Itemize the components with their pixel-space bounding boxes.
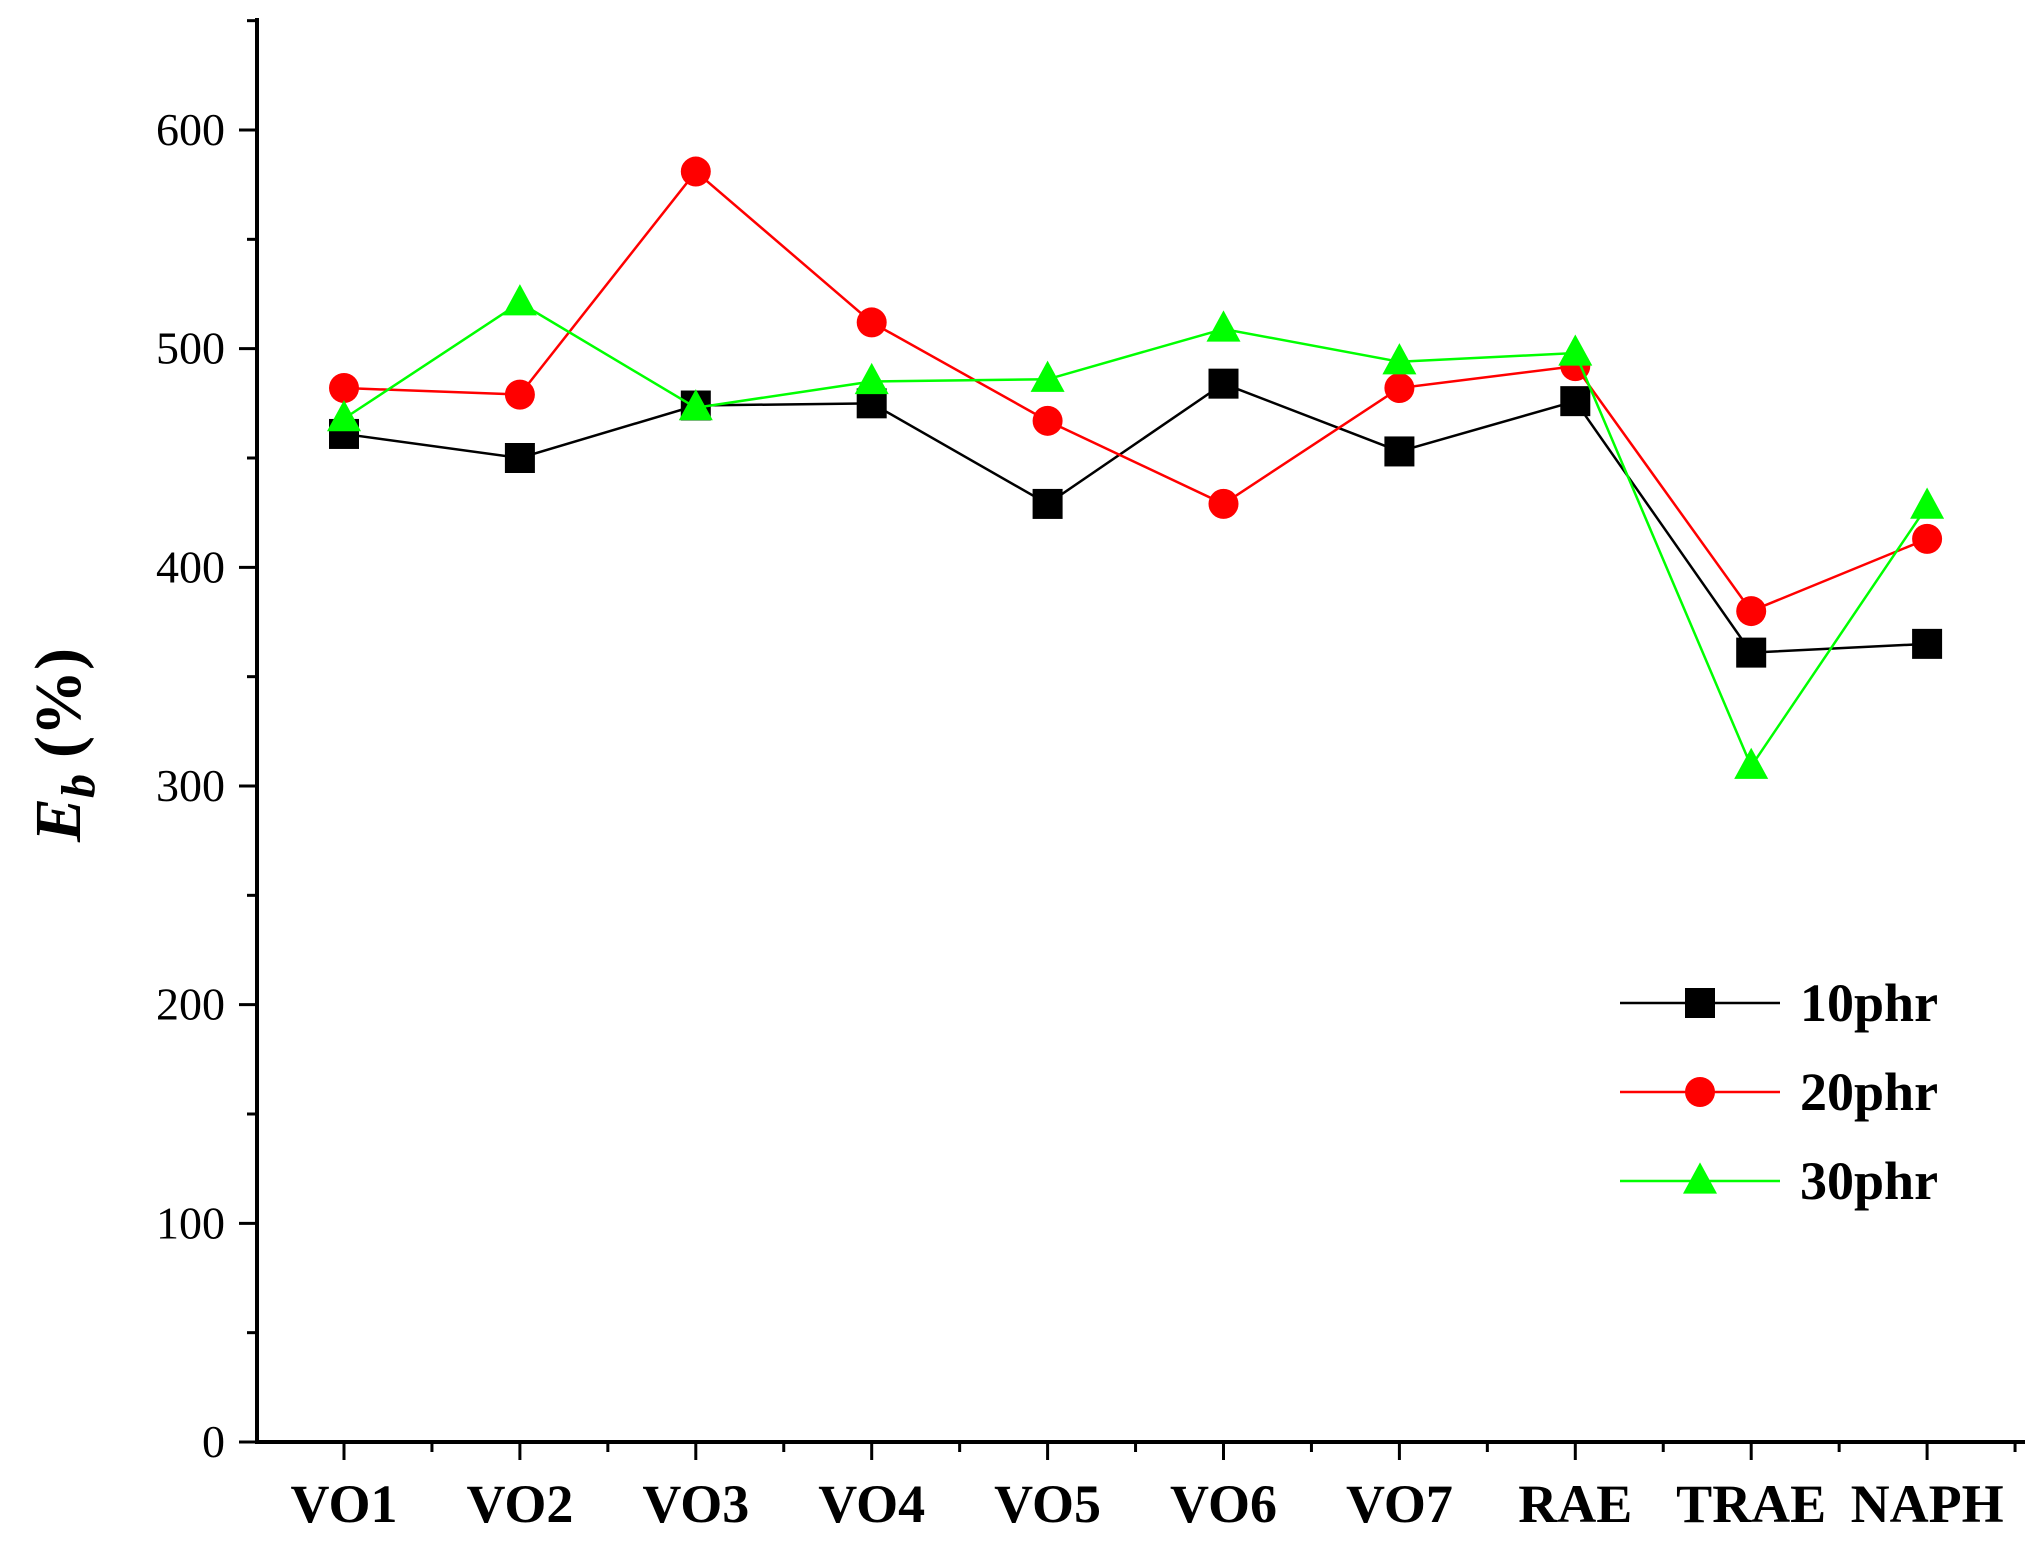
- x-category-label: NAPH: [1851, 1474, 2004, 1534]
- data-point-20phr-NAPH: [1912, 523, 1943, 554]
- x-category-label: VO6: [1170, 1474, 1277, 1534]
- x-category-label: VO7: [1346, 1474, 1453, 1534]
- data-point-30phr-VO2: [502, 284, 537, 316]
- series-line-30phr: [343, 301, 1929, 769]
- data-point-30phr-VO3: [678, 389, 713, 421]
- data-point-20phr-VO7: [1384, 373, 1415, 404]
- x-category-label: VO3: [642, 1474, 749, 1534]
- series-20phr: [329, 156, 1943, 627]
- legend-item-20phr: 20phr: [1620, 1062, 1938, 1122]
- axes: [255, 18, 2025, 1444]
- y-tick-label: 300: [156, 760, 225, 811]
- series-layer: [327, 156, 1945, 779]
- data-point-10phr-NAPH: [1912, 628, 1943, 659]
- y-tick-label: 100: [156, 1197, 225, 1248]
- x-category-label: TRAE: [1676, 1474, 1826, 1534]
- y-tick-label: 600: [156, 104, 225, 155]
- data-point-20phr-VO3: [680, 156, 711, 187]
- y-axis-title-main: E: [22, 798, 95, 843]
- y-axis-title: Eb (%): [22, 648, 105, 843]
- data-point-20phr-VO2: [504, 379, 535, 410]
- legend-label: 20phr: [1800, 1062, 1938, 1122]
- legend: 10phr 20phr 30phr: [1620, 973, 1938, 1211]
- series-30phr: [327, 284, 1945, 779]
- series-10phr: [329, 368, 1943, 668]
- data-point-20phr-VO6: [1208, 488, 1239, 519]
- y-tick-label: 0: [202, 1416, 225, 1467]
- y-ticks: 0 100 200 300 400 500 600: [156, 19, 257, 1467]
- series-line-10phr: [343, 382, 1928, 654]
- y-axis-title-subscript: b: [52, 774, 105, 798]
- data-point-20phr-VO1: [329, 373, 359, 404]
- data-point-30phr-VO4: [854, 362, 889, 395]
- x-category-label: VO2: [466, 1474, 573, 1534]
- data-point-30phr-NAPH: [1910, 487, 1945, 519]
- data-point-30phr-VO7: [1382, 343, 1417, 375]
- legend-marker: [1683, 1162, 1717, 1194]
- data-point-10phr-VO7: [1384, 436, 1415, 467]
- data-point-30phr-TRAE: [1734, 747, 1769, 779]
- x-category-label: VO5: [994, 1474, 1101, 1534]
- y-tick-label: 500: [156, 323, 225, 374]
- data-point-10phr-RAE: [1560, 386, 1591, 417]
- data-point-20phr-VO5: [1032, 405, 1063, 436]
- legend-marker: [1685, 988, 1715, 1018]
- data-point-10phr-VO2: [504, 443, 535, 473]
- y-axis-title-unit: (%): [22, 648, 95, 758]
- data-point-10phr-TRAE: [1736, 637, 1767, 668]
- series-line-20phr: [343, 169, 1928, 613]
- x-category-label: VO4: [818, 1474, 925, 1534]
- x-ticks: VO1 VO2 VO3 VO4 VO5 VO6 VO7 RAE TRAE NAPH: [291, 1442, 2017, 1534]
- legend-item-30phr: 30phr: [1620, 1151, 1938, 1211]
- data-point-30phr-VO5: [1030, 360, 1065, 392]
- y-tick-label: 400: [156, 541, 225, 592]
- legend-item-10phr: 10phr: [1620, 973, 1938, 1033]
- data-point-20phr-VO4: [856, 307, 887, 338]
- x-category-label: RAE: [1518, 1474, 1632, 1534]
- data-point-30phr-VO6: [1206, 310, 1241, 342]
- data-point-20phr-TRAE: [1736, 596, 1767, 627]
- data-point-30phr-RAE: [1558, 334, 1593, 366]
- data-point-10phr-VO5: [1032, 488, 1063, 519]
- legend-label: 10phr: [1800, 973, 1938, 1033]
- legend-marker: [1685, 1077, 1715, 1107]
- x-category-label: VO1: [291, 1474, 398, 1534]
- legend-label: 30phr: [1800, 1151, 1938, 1211]
- data-point-10phr-VO6: [1208, 368, 1239, 399]
- data-point-30phr-VO1: [327, 400, 361, 432]
- y-tick-label: 200: [156, 979, 225, 1030]
